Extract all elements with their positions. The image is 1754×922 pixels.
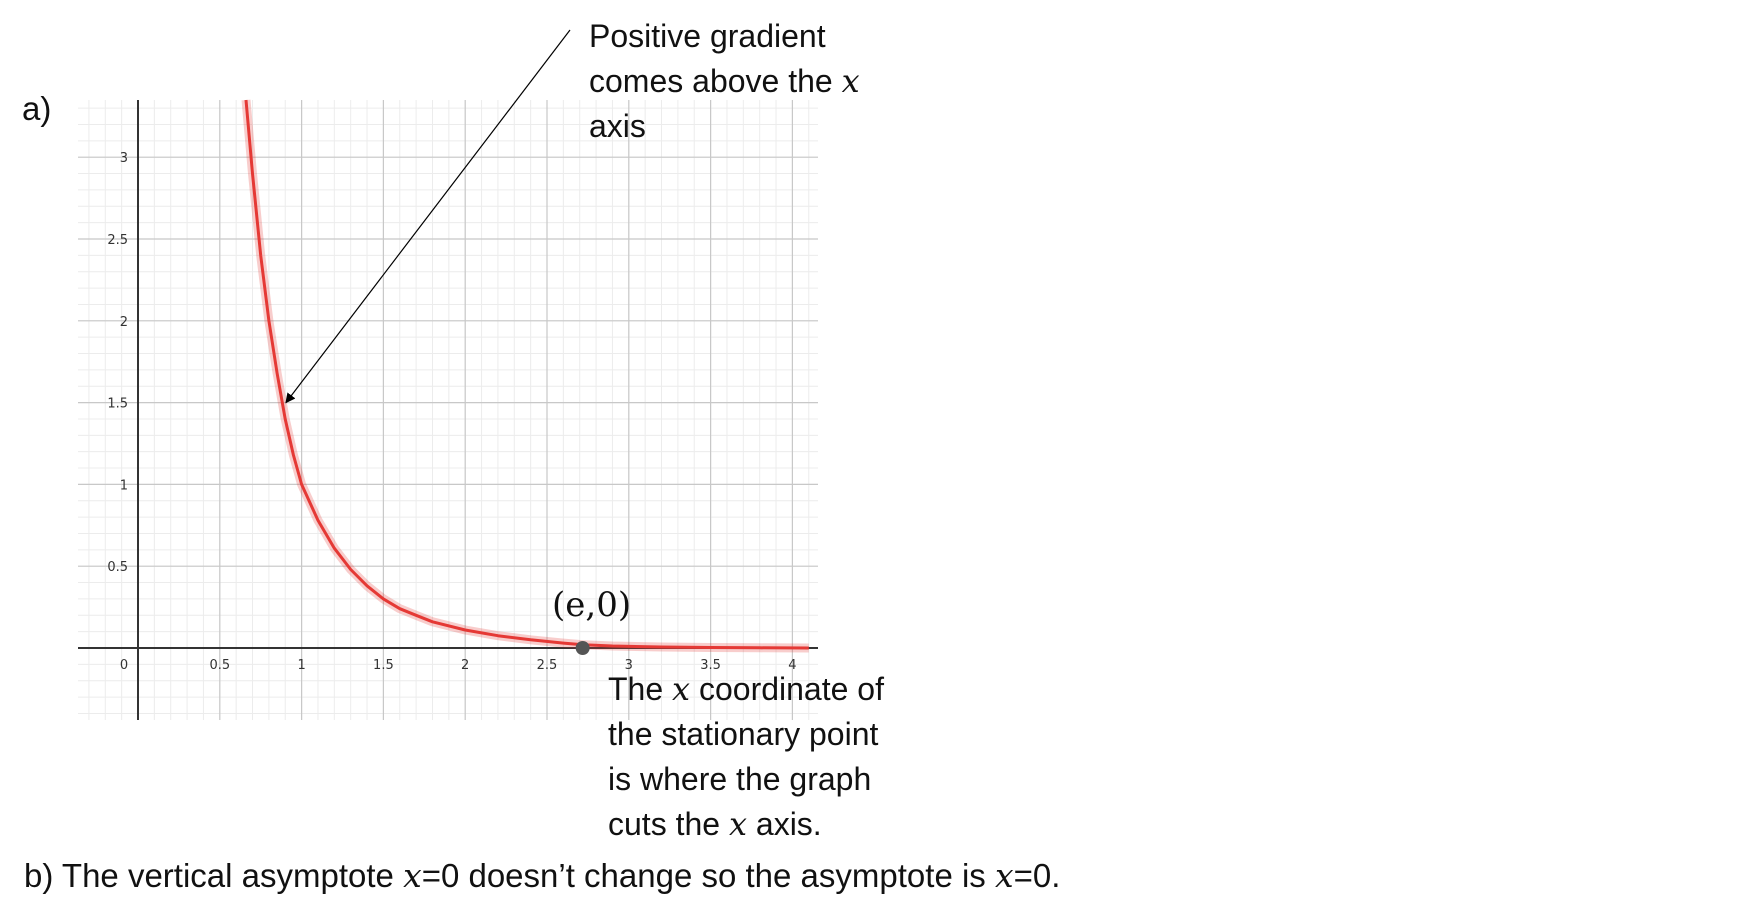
y-tick-label: 2 <box>120 315 128 330</box>
tick-labels: 0 0.5 1 1.5 2 2.5 3 3.5 4 0.5 1 1.5 2 2.5 3 <box>107 151 796 673</box>
x-tick-label: 3 <box>625 658 633 673</box>
stationary-note-text-4a: cuts the <box>608 806 729 842</box>
arrow-layer <box>285 29 571 404</box>
y-tick-label: 2.5 <box>107 233 128 248</box>
major-grid <box>78 100 818 720</box>
y-tick-label: 3 <box>120 151 128 166</box>
part-b-answer: b) The vertical asymptote x=0 doesn’t ch… <box>24 856 1061 895</box>
x-tick-label: 2 <box>461 658 469 673</box>
x-tick-label: 4 <box>788 658 796 673</box>
gradient-note-line-2: comes above the x <box>589 59 860 104</box>
x-tick-label: 1.5 <box>373 658 394 673</box>
x-tick-label: 0.5 <box>209 658 230 673</box>
curve-line <box>244 99 809 650</box>
stationary-point-marker <box>575 641 590 655</box>
gradient-note-variable: x <box>841 62 860 100</box>
part-b-prefix: b) The vertical asymptote <box>24 857 404 894</box>
point-layer <box>575 641 590 655</box>
part-b-suffix: =0. <box>1013 857 1061 894</box>
stationary-note-text-1b: coordinate of <box>690 671 884 707</box>
part-b-variable-1: x <box>403 856 422 895</box>
gradient-annotation: Positive gradient comes above the x axis <box>589 14 860 149</box>
part-a-label: a) <box>22 90 52 127</box>
stationary-note-variable-4: x <box>728 805 747 843</box>
x-tick-label: 2.5 <box>537 658 558 673</box>
stationary-note-text-4b: axis. <box>747 806 822 842</box>
curve-layer <box>241 99 809 653</box>
y-tick-label: 1 <box>120 478 128 493</box>
annotation-arrow <box>285 29 571 404</box>
y-tick-label: 0.5 <box>107 560 128 575</box>
stationary-note-line-2: the stationary point <box>608 716 879 752</box>
y-tick-label: 1.5 <box>107 397 128 412</box>
gradient-note-text: comes above the <box>589 63 842 99</box>
gradient-note-line-1: Positive gradient <box>589 18 826 54</box>
x-tick-label: 0 <box>120 658 128 673</box>
stationary-note-text-1a: The <box>608 671 673 707</box>
x-tick-label: 1 <box>297 658 305 673</box>
stationary-note-variable-1: x <box>672 670 691 708</box>
part-b-middle: =0 doesn’t change so the asymptote is <box>421 857 995 894</box>
stationary-note-line-1: The x coordinate of <box>608 667 884 712</box>
stationary-note-line-4: cuts the x axis. <box>608 802 884 847</box>
stationary-annotation: The x coordinate of the stationary point… <box>608 667 884 847</box>
stationary-point-label: (e,0) <box>552 585 632 625</box>
stationary-note-line-3: is where the graph <box>608 761 872 797</box>
gradient-note-line-3: axis <box>589 108 646 144</box>
x-tick-label: 3.5 <box>700 658 721 673</box>
part-b-variable-2: x <box>994 856 1014 895</box>
